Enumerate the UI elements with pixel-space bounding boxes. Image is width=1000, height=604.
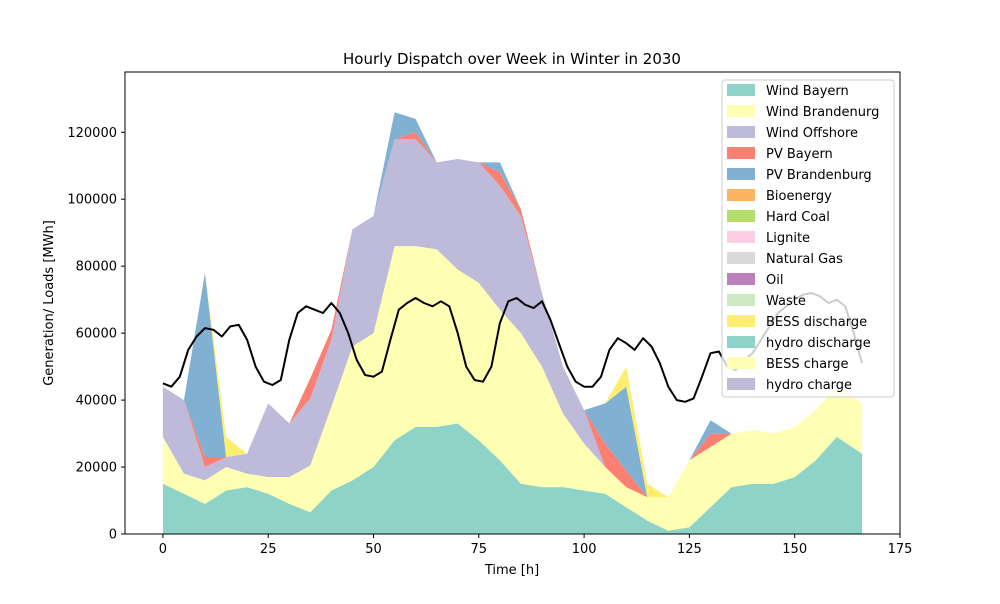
legend-label-wind-brandenurg: Wind Brandenurg (766, 105, 879, 120)
legend-label-wind-offshore: Wind Offshore (766, 126, 858, 141)
legend-swatch-hydro-discharge (727, 336, 755, 348)
chart-title: Hourly Dispatch over Week in Winter in 2… (343, 50, 681, 68)
legend-label-waste: Waste (766, 294, 806, 309)
y-tick-label: 20000 (76, 461, 117, 476)
legend-swatch-lignite (727, 231, 755, 243)
legend-swatch-hydro-charge (727, 378, 755, 390)
legend-swatch-hard-coal (727, 210, 755, 222)
legend-box (721, 79, 895, 398)
x-tick-label: 125 (677, 542, 702, 557)
x-axis-ticks: 0 25 50 75 100 125 150 175 (159, 534, 913, 557)
legend-label-pv-brandenburg: PV Brandenburg (766, 168, 872, 183)
legend-label-natural-gas: Natural Gas (766, 252, 843, 267)
y-tick-label: 40000 (76, 394, 117, 409)
legend-swatch-wind-offshore (727, 126, 755, 138)
x-tick-label: 25 (260, 542, 277, 557)
y-tick-label: 120000 (67, 126, 117, 141)
legend-swatch-pv-brandenburg (727, 168, 755, 180)
legend-label-bess-discharge: BESS discharge (766, 315, 867, 330)
legend-label-wind-bayern: Wind Bayern (766, 84, 849, 99)
legend-swatch-wind-bayern (727, 84, 755, 96)
legend-label-oil: Oil (766, 273, 783, 288)
x-tick-label: 150 (782, 542, 807, 557)
area-wind-brandenurg (162, 246, 863, 531)
y-tick-label: 60000 (76, 327, 117, 342)
area-wind-bayern (162, 423, 863, 534)
legend-swatch-wind-brandenurg (727, 105, 755, 117)
legend-swatch-pv-bayern (727, 147, 755, 159)
y-axis-label: Generation/ Loads [MWh] (42, 220, 57, 386)
y-tick-label: 80000 (76, 260, 117, 275)
x-tick-label: 50 (365, 542, 382, 557)
legend-swatch-oil (727, 273, 755, 285)
legend-label-hard-coal: Hard Coal (766, 210, 830, 225)
legend-label-bess-charge: BESS charge (766, 357, 849, 372)
x-tick-label: 175 (888, 542, 913, 557)
legend-label-bioenergy: Bioenergy (766, 189, 832, 204)
y-tick-label: 0 (109, 528, 117, 543)
y-axis-ticks: 0 20000 40000 60000 80000 100000 120000 (67, 126, 125, 543)
plot-frame (124, 71, 901, 535)
x-tick-label: 75 (471, 542, 488, 557)
x-axis-label: Time [h] (484, 563, 539, 578)
legend-label-hydro-charge: hydro charge (766, 378, 852, 393)
legend-swatch-bess-charge (727, 357, 755, 369)
legend-label-hydro-discharge: hydro discharge (766, 336, 871, 351)
y-tick-label: 100000 (67, 193, 117, 208)
legend-label-pv-bayern: PV Bayern (766, 147, 833, 162)
x-tick-label: 100 (572, 542, 597, 557)
legend-swatch-bess-discharge (727, 315, 755, 327)
legend-swatch-bioenergy (727, 189, 755, 201)
area-wind-offshore (162, 139, 863, 498)
legend-swatch-waste (727, 294, 755, 306)
legend: Wind Bayern Wind Brandenurg Wind Offshore P… (721, 79, 895, 398)
legend-swatch-natural-gas (727, 252, 755, 264)
x-tick-label: 0 (159, 542, 167, 557)
stacked-areas (162, 112, 863, 534)
legend-label-lignite: Lignite (766, 231, 810, 246)
